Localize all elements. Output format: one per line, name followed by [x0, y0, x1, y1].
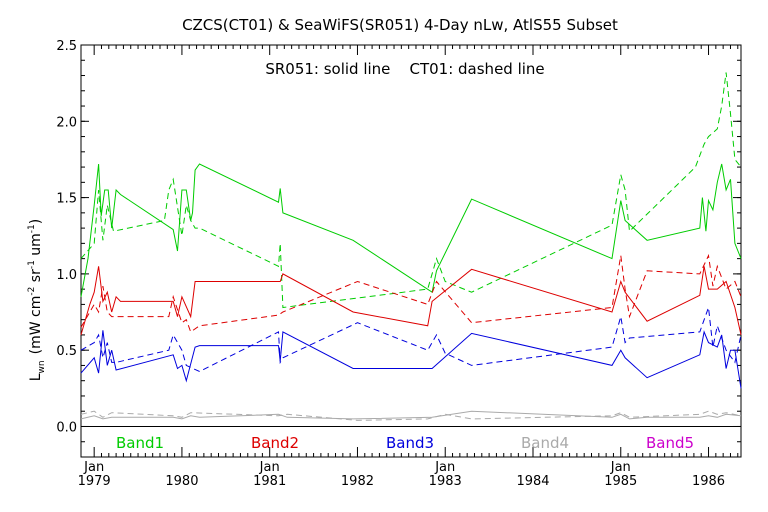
y-tick-label: 2.0	[56, 115, 77, 130]
series-line-band3-solid	[80, 330, 742, 389]
y-tick-label: 0.5	[56, 344, 77, 359]
y-axis-label-close: )	[28, 219, 44, 224]
legend-item-band4: Band4	[521, 434, 569, 452]
x-tick-month-label: Jan	[259, 460, 280, 475]
y-axis-label-units2: sr	[28, 269, 44, 287]
y-axis-label-base: L	[28, 373, 44, 381]
series-line-band1-solid	[80, 163, 742, 297]
x-tick-year-label: 1981	[253, 474, 286, 489]
x-tick-year-label: 1982	[341, 474, 374, 489]
y-axis-label-sup: -2	[27, 287, 37, 296]
legend-item-band1: Band1	[116, 434, 164, 452]
y-axis-label-units3: um	[28, 233, 44, 260]
x-tick-year-label: 1983	[429, 474, 462, 489]
y-tick-label: 0.0	[56, 420, 77, 435]
chart-annotation: SR051: solid line CT01: dashed line	[265, 60, 544, 78]
plot-frame	[80, 44, 742, 458]
legend-item-band2: Band2	[251, 434, 299, 452]
series-line-band2-solid	[80, 266, 742, 336]
x-tick-year-label: 1986	[692, 474, 725, 489]
series-line-band2-dashed	[80, 253, 742, 333]
chart-title: CZCS(CT01) & SeaWiFS(SR051) 4-Day nLw, A…	[182, 16, 618, 34]
series-line-band4-solid	[80, 410, 742, 420]
x-tick-year-label: 1984	[516, 474, 549, 489]
y-tick-label: 1.5	[56, 192, 77, 207]
series-group	[80, 72, 742, 421]
x-tick-month-label: Jan	[434, 460, 455, 475]
legend: Band1 Band2 Band3 Band4 Band5	[116, 434, 694, 452]
y-tick-label: 1.0	[56, 268, 77, 283]
x-tick-month-label: Jan	[83, 460, 104, 475]
x-tick-year-label: 1980	[165, 474, 198, 489]
y-axis-label-sup2: -1	[27, 260, 37, 269]
y-axis-label-units: (mW cm	[28, 296, 44, 355]
y-tick-label: 2.5	[56, 39, 77, 54]
x-tick-year-label: 1985	[604, 474, 637, 489]
series-line-band4-dashed	[80, 410, 742, 421]
y-axis-label: Lwn(mW cm-2 sr-1 um-1)	[27, 219, 47, 382]
y-axis-label-sub: wn	[37, 360, 47, 373]
legend-item-band3: Band3	[386, 434, 434, 452]
series-line-band1-dashed	[80, 72, 742, 309]
svg-text:Lwn(mW cm-2 sr-1 um-1): Lwn(mW cm-2 sr-1 um-1)	[27, 219, 47, 382]
x-tick-month-label: Jan	[610, 460, 631, 475]
x-tick-year-label: 1979	[78, 474, 111, 489]
series-line-band3-dashed	[80, 307, 742, 373]
legend-item-band5: Band5	[646, 434, 694, 452]
y-axis-label-sup3: -1	[27, 224, 37, 233]
